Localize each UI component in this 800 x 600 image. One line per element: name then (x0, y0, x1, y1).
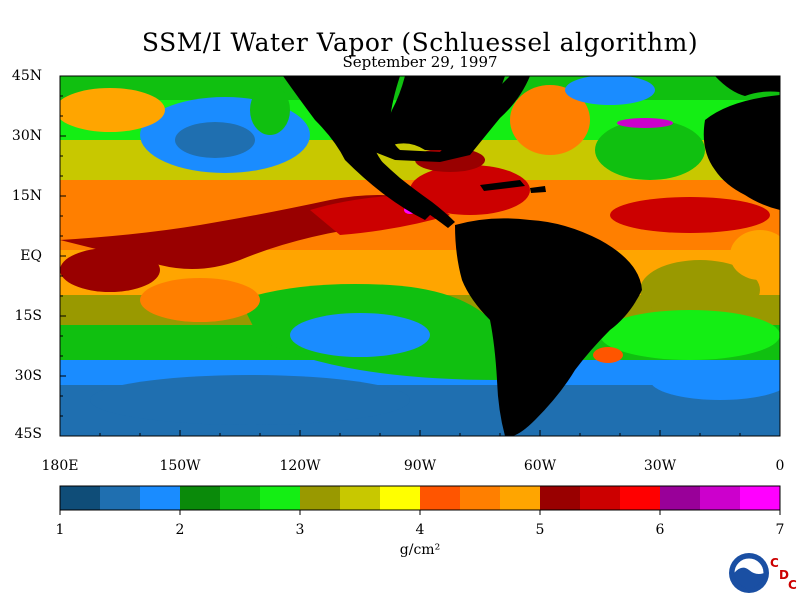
south-atlantic-blue (650, 360, 780, 400)
lat-label-15n: 15N (11, 188, 42, 204)
land-central-america (355, 145, 455, 228)
land-south-america (455, 218, 642, 436)
lon-label-120w: 120W (279, 458, 321, 474)
lon-label-150w: 150W (159, 458, 201, 474)
lon-label-60w: 60W (523, 458, 557, 474)
lon-label-180e: 180E (41, 458, 79, 474)
moist-atlantic-itcz (610, 197, 770, 233)
lat-label-45n: 45N (11, 68, 42, 84)
moist-spcz (140, 278, 260, 322)
lat-ticks (60, 75, 66, 437)
moist-caribbean (410, 165, 530, 215)
moist-plume-north-pacific (60, 88, 165, 132)
moist-east-atlantic (730, 230, 780, 280)
colorbar-tick-4: 4 (415, 522, 425, 538)
colorbar-tick-1: 1 (55, 522, 65, 538)
cdc-letter-1: C (770, 556, 779, 570)
chart-title: SSM/I Water Vapor (Schluessel algorithm) (141, 28, 699, 57)
lat-label-eq: EQ (20, 248, 42, 264)
colorbar-tick-5: 5 (535, 522, 545, 538)
lat-label-15s: 15S (14, 308, 42, 324)
south-atlantic-green (600, 310, 780, 360)
lon-label-90w: 90W (403, 458, 437, 474)
moist-patch-brazil-coast (593, 347, 623, 363)
cdc-letter-3: C (788, 578, 797, 592)
lon-ticks (59, 430, 781, 436)
lat-label-30s: 30S (14, 368, 42, 384)
dry-core-north-pacific (175, 122, 255, 158)
colorbar-units: g/cm² (399, 542, 441, 558)
colorbar-tick-2: 2 (175, 522, 185, 538)
southern-pacific-blue (90, 375, 410, 425)
colorbar-tick-7: 7 (775, 522, 785, 538)
land-europe-top (715, 76, 780, 96)
lat-label-30n: 30N (11, 128, 42, 144)
land-caribbean-islands (480, 180, 546, 193)
dry-core-south-pacific (290, 313, 430, 357)
moist-atlantic-north (510, 85, 590, 155)
cdc-logo: C D C (770, 556, 800, 596)
dry-south-atlantic (640, 260, 760, 320)
lon-label-30w: 30W (643, 458, 677, 474)
lat-label-45s: 45S (14, 426, 42, 442)
itcz-west-pacific (60, 248, 160, 292)
dry-atlantic-north (595, 120, 705, 180)
magenta-patch (617, 118, 673, 128)
land-north-america-main (283, 76, 530, 162)
colorbar-tick-6: 6 (655, 522, 665, 538)
lon-label-0: 0 (775, 458, 785, 474)
land-africa (703, 95, 780, 210)
noaa-logo (729, 553, 769, 593)
cdc-letter-2: D (779, 568, 789, 582)
very-dry-atlantic (565, 76, 655, 105)
dry-patch-ne-pacific (250, 85, 290, 135)
chart-subtitle: September 29, 1997 (342, 53, 498, 71)
colorbar-tick-3: 3 (295, 522, 305, 538)
